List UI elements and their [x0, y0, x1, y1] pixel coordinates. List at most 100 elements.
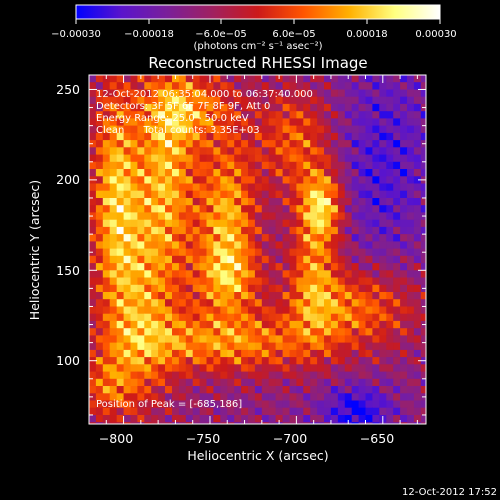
- heatmap-cell: [227, 183, 235, 192]
- heatmap-cell: [303, 371, 311, 380]
- heatmap-cell: [254, 226, 263, 235]
- heatmap-cell: [192, 407, 201, 416]
- heatmap-cell: [358, 234, 367, 242]
- heatmap-cell: [413, 357, 422, 365]
- heatmap-cell: [95, 284, 104, 293]
- heatmap-cell: [393, 219, 401, 228]
- heatmap-cell: [344, 393, 353, 402]
- heatmap-cell: [317, 219, 325, 228]
- heatmap-cell: [158, 349, 166, 358]
- heatmap-cell: [386, 349, 394, 358]
- heatmap-cell: [158, 407, 166, 416]
- heatmap-cell: [151, 234, 159, 242]
- heatmap-cell: [296, 132, 304, 141]
- heatmap-cell: [428, 184, 436, 192]
- heatmap-cell: [372, 89, 380, 98]
- heatmap-cell: [227, 407, 235, 416]
- heatmap-cell: [386, 219, 394, 228]
- heatmap-cell: [227, 118, 235, 127]
- heatmap-cell: [407, 140, 415, 148]
- heatmap-cell: [344, 263, 353, 271]
- heatmap-cell: [241, 400, 249, 409]
- heatmap-cell: [102, 378, 111, 387]
- heatmap-cell: [102, 89, 111, 98]
- heatmap-cell: [137, 306, 145, 315]
- heatmap-cell: [324, 198, 332, 206]
- heatmap-cell: [116, 147, 125, 156]
- heatmap-cell: [227, 415, 235, 423]
- heatmap-cell: [234, 407, 242, 416]
- heatmap-cell: [379, 328, 387, 336]
- heatmap-cell: [144, 140, 152, 148]
- heatmap-cell: [393, 429, 401, 437]
- heatmap-cell: [400, 386, 408, 394]
- heatmap-cell: [358, 284, 367, 293]
- heatmap-cell: [330, 255, 339, 264]
- heatmap-cell: [289, 198, 297, 206]
- heatmap-cell: [137, 429, 145, 437]
- heatmap-cell: [89, 422, 97, 424]
- heatmap-cell: [130, 277, 138, 286]
- heatmap-cell: [172, 378, 180, 387]
- heatmap-cell: [158, 277, 166, 286]
- heatmap-cell: [102, 125, 111, 134]
- heatmap-cell: [102, 82, 111, 90]
- heatmap-cell: [330, 335, 339, 344]
- heatmap-cell: [109, 255, 118, 264]
- heatmap-cell: [365, 132, 373, 141]
- heatmap-cell: [220, 299, 228, 307]
- heatmap-cell: [303, 342, 311, 351]
- heatmap-cell: [158, 234, 166, 242]
- heatmap-cell: [420, 407, 426, 416]
- heatmap-cell: [310, 263, 318, 271]
- heatmap-cell: [344, 270, 353, 279]
- heatmap-cell: [137, 255, 145, 264]
- heatmap-cell: [192, 118, 201, 127]
- heatmap-cell: [151, 328, 159, 336]
- heatmap-cell: [241, 226, 249, 235]
- heatmap-cell: [282, 103, 291, 112]
- heatmap-cell: [407, 248, 415, 257]
- heatmap-cell: [192, 219, 201, 228]
- heatmap-cell: [254, 270, 263, 279]
- heatmap-cell: [95, 400, 104, 409]
- heatmap-cell: [241, 132, 249, 141]
- heatmap-cell: [178, 132, 187, 141]
- heatmap-cell: [185, 292, 194, 300]
- heatmap-cell: [351, 364, 360, 373]
- heatmap-cell: [365, 349, 373, 358]
- heatmap-cell: [172, 154, 180, 163]
- heatmap-cell: [185, 75, 194, 83]
- heatmap-cell: [185, 422, 194, 424]
- heatmap-cell: [303, 147, 311, 156]
- heatmap-cell: [317, 364, 325, 373]
- heatmap-cell: [158, 364, 166, 373]
- heatmap-cell: [158, 111, 166, 119]
- heatmap-cell: [89, 255, 97, 264]
- heatmap-cell: [199, 357, 208, 365]
- heatmap-cell: [144, 147, 152, 156]
- heatmap-cell: [254, 205, 263, 213]
- heatmap-cell: [192, 335, 201, 344]
- heatmap-cell: [310, 292, 318, 300]
- heatmap-cell: [407, 292, 415, 300]
- heatmap-cell: [407, 96, 415, 105]
- heatmap-cell: [185, 255, 194, 264]
- heatmap-cell: [296, 248, 304, 257]
- heatmap-cell: [254, 328, 263, 336]
- heatmap-cell: [151, 263, 159, 271]
- heatmap-cell: [358, 75, 367, 83]
- heatmap-cell: [116, 393, 125, 402]
- heatmap-cell: [344, 241, 353, 250]
- heatmap-cell: [310, 103, 318, 112]
- heatmap-cell: [289, 234, 297, 242]
- heatmap-cell: [192, 125, 201, 134]
- heatmap-cell: [116, 320, 125, 329]
- heatmap-cell: [303, 248, 311, 257]
- heatmap-cell: [296, 255, 304, 264]
- heatmap-cell: [192, 140, 201, 148]
- heatmap-cell: [358, 263, 367, 271]
- heatmap-cell: [199, 422, 208, 424]
- heatmap-cell: [213, 241, 221, 250]
- heatmap-cell: [178, 103, 187, 112]
